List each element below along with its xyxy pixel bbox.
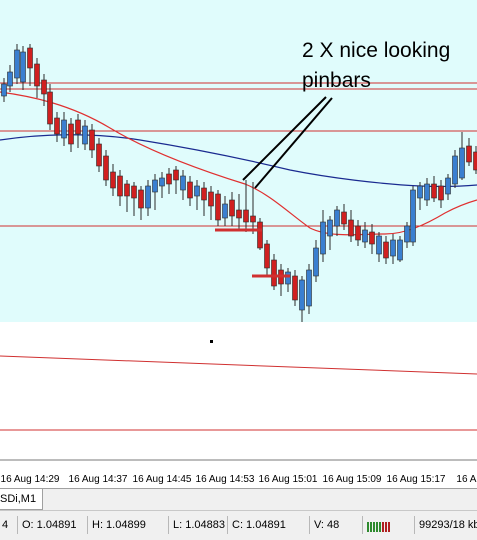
candle-body-6 [42, 80, 47, 94]
candle-body-48 [335, 210, 340, 226]
level-line-4 [0, 356, 477, 374]
candle-body-27 [188, 182, 193, 198]
price-chart[interactable]: 2 X nice looking pinbars 16 Aug 14:29 16… [0, 0, 477, 470]
candle-body-4 [28, 48, 33, 68]
candle-body-11 [76, 120, 81, 134]
status-bar: 4 O: 1.04891 H: 1.04899 L: 1.04883 C: 1.… [0, 510, 477, 540]
candle-body-7 [48, 92, 53, 124]
candle-body-8 [55, 118, 60, 134]
candle-body-41 [286, 272, 291, 284]
candle-body-12 [83, 126, 88, 144]
candle-body-63 [439, 186, 444, 200]
status-volume: V: 48 [309, 516, 339, 534]
candle-body-68 [474, 152, 477, 170]
chart-tab[interactable]: SDi,M1 [0, 489, 43, 510]
candle-body-58 [405, 226, 410, 242]
candle-body-13 [90, 130, 95, 150]
candle-body-67 [467, 146, 472, 162]
candle-body-54 [377, 236, 382, 254]
time-label-5: 16 Aug 15:09 [323, 474, 382, 485]
candle-body-23 [160, 178, 165, 186]
candle-body-52 [363, 230, 368, 242]
candle-body-46 [321, 222, 326, 254]
annotation-line-1: 2 X nice looking [302, 36, 477, 66]
candle-body-51 [356, 226, 361, 240]
time-label-3: 16 Aug 14:53 [196, 474, 255, 485]
time-label-2: 16 Aug 14:45 [133, 474, 192, 485]
candle-body-20 [139, 190, 144, 208]
candle-body-22 [153, 180, 158, 192]
candle-body-30 [209, 192, 214, 206]
candle-body-2 [15, 50, 20, 78]
candle-body-14 [97, 144, 102, 166]
candle-body-18 [125, 184, 130, 196]
status-open: O: 1.04891 [17, 516, 76, 534]
candle-body-45 [314, 248, 319, 276]
candle-body-42 [293, 276, 298, 300]
candle-body-47 [328, 220, 333, 236]
candle-body-19 [132, 186, 137, 198]
status-close: C: 1.04891 [227, 516, 286, 534]
chart-tab-bar: SDi,M1 [0, 488, 477, 510]
candle-body-0 [2, 84, 7, 96]
time-label-0: 16 Aug 14:29 [1, 474, 60, 485]
time-label-1: 16 Aug 14:37 [69, 474, 128, 485]
status-high: H: 1.04899 [87, 516, 146, 534]
dot-marker [210, 340, 213, 343]
time-label-7: 16 Aug [456, 474, 477, 485]
candle-body-33 [230, 200, 235, 216]
candle-body-43 [300, 280, 305, 310]
annotation-line-2: pinbars [302, 66, 477, 96]
candle-body-28 [195, 186, 200, 196]
candle-body-37 [258, 222, 263, 248]
candle-body-15 [104, 156, 109, 180]
candle-body-59 [411, 190, 416, 242]
candle-body-39 [272, 260, 277, 286]
candle-body-24 [167, 174, 172, 184]
candle-body-61 [425, 184, 430, 200]
connection-bars-icon [367, 518, 393, 532]
candle-body-31 [216, 194, 221, 220]
candle-body-1 [8, 72, 13, 86]
candle-body-66 [460, 148, 465, 178]
time-label-6: 16 Aug 15:17 [387, 474, 446, 485]
candle-body-57 [398, 240, 403, 260]
candle-body-26 [181, 176, 186, 190]
candle-body-50 [349, 220, 354, 236]
candle-body-3 [21, 52, 26, 82]
candle-body-21 [146, 186, 151, 208]
candle-body-44 [307, 270, 312, 306]
candle-body-65 [453, 156, 458, 184]
candle-body-60 [418, 186, 423, 198]
candle-body-29 [202, 188, 207, 200]
candle-body-35 [244, 210, 249, 222]
candle-body-36 [251, 216, 256, 222]
annotation-text: 2 X nice looking pinbars [302, 36, 477, 96]
candle-body-53 [370, 232, 375, 244]
status-low: L: 1.04883 [168, 516, 225, 534]
status-traffic: 99293/18 kb [414, 516, 477, 534]
candle-body-55 [384, 242, 389, 258]
candle-body-56 [391, 240, 396, 256]
candle-body-32 [223, 204, 228, 218]
candle-body-25 [174, 170, 179, 180]
candle-body-49 [342, 212, 347, 224]
status-connection [362, 516, 409, 534]
candle-body-64 [446, 178, 451, 194]
candle-body-10 [69, 124, 74, 144]
status-fragment: 4 [0, 516, 8, 534]
candle-body-38 [265, 244, 270, 268]
candle-body-9 [62, 120, 67, 138]
time-label-4: 16 Aug 15:01 [259, 474, 318, 485]
candle-body-17 [118, 176, 123, 196]
candle-body-5 [35, 64, 40, 86]
candle-body-62 [432, 184, 437, 198]
candle-body-34 [237, 210, 242, 218]
candle-body-16 [111, 172, 116, 188]
